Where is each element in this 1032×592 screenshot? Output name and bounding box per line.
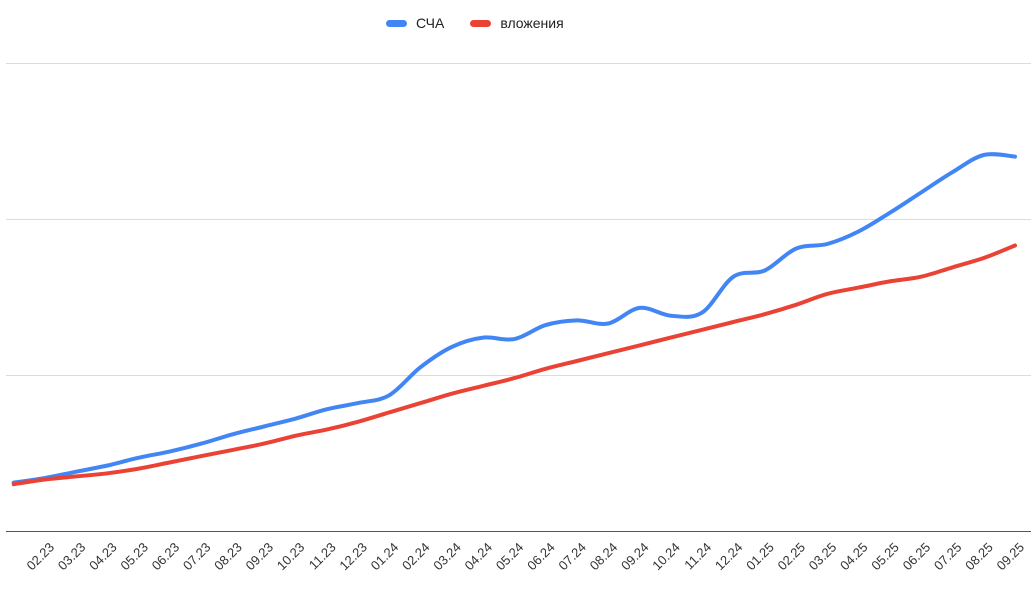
x-axis-label: 04.25 <box>837 540 871 574</box>
x-axis-label: 03.25 <box>806 540 840 574</box>
x-axis-label: 05.24 <box>493 540 527 574</box>
x-axis-label: 03.23 <box>55 540 89 574</box>
x-axis-label: 05.25 <box>868 540 902 574</box>
x-axis-label: 01.24 <box>368 540 402 574</box>
x-axis-label: 09.23 <box>243 540 277 574</box>
x-axis-label: 06.23 <box>149 540 183 574</box>
legend-item-vlozheniya[interactable]: вложения <box>470 15 564 31</box>
x-axis-label: 10.23 <box>274 540 308 574</box>
x-axis-label: 12.23 <box>336 540 370 574</box>
series-swatch-scha-icon <box>386 20 407 27</box>
series-line-scha[interactable] <box>11 152 1017 485</box>
x-axis-label: 10.24 <box>649 540 683 574</box>
x-axis-label: 04.24 <box>462 540 496 574</box>
x-axis-label: 02.25 <box>775 540 809 574</box>
x-axis-label: 06.24 <box>524 540 558 574</box>
x-axis-label: 08.25 <box>962 540 996 574</box>
series-swatch-vlozheniya-icon <box>470 20 492 27</box>
legend-item-scha[interactable]: СЧА <box>386 16 444 31</box>
x-axis-label: 07.23 <box>180 540 214 574</box>
x-axis-label: 07.25 <box>931 540 965 574</box>
x-axis-label: 05.23 <box>117 540 151 574</box>
x-axis-label: 09.24 <box>618 540 652 574</box>
x-axis-label: 07.24 <box>555 540 589 574</box>
x-axis-label: 02.23 <box>24 540 58 574</box>
chart-legend: СЧА вложения <box>386 16 564 31</box>
x-axis-label: 09.25 <box>994 540 1028 574</box>
x-axis-label: 11.23 <box>306 540 339 573</box>
x-axis-label: 03.24 <box>430 540 464 574</box>
x-axis-label: 11.24 <box>681 540 714 573</box>
x-axis-label: 08.24 <box>587 540 621 574</box>
x-axis-label: 08.23 <box>211 540 245 574</box>
legend-label-scha: СЧА <box>416 15 445 31</box>
x-axis-label: 02.24 <box>399 540 433 574</box>
legend-label-vlozheniya: вложения <box>500 15 564 31</box>
x-axis-label: 04.23 <box>86 540 120 574</box>
x-axis-label: 06.25 <box>900 540 934 574</box>
series-line-vlozheniya[interactable] <box>11 243 1017 487</box>
x-axis-label: 01.25 <box>743 540 777 574</box>
x-axis-label: 12.24 <box>712 540 746 574</box>
